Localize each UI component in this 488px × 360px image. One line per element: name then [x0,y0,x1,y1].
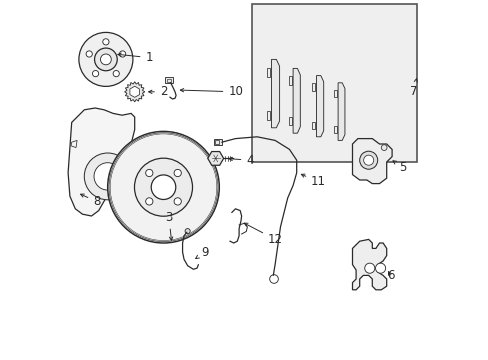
Text: 2: 2 [148,85,167,98]
Text: 8: 8 [81,194,101,208]
Circle shape [381,145,386,150]
Circle shape [119,51,125,57]
Bar [165,77,173,83]
Circle shape [185,229,190,234]
Circle shape [364,263,374,273]
Polygon shape [130,86,139,97]
Circle shape [94,48,117,71]
Text: 5: 5 [392,161,406,174]
Polygon shape [68,108,134,216]
Circle shape [134,158,192,216]
Circle shape [86,51,92,57]
Bar [213,139,222,145]
Circle shape [363,155,373,165]
Circle shape [101,54,111,65]
Circle shape [107,131,219,243]
Circle shape [84,153,131,200]
Polygon shape [271,59,279,128]
Circle shape [79,32,133,86]
Text: 3: 3 [165,211,172,240]
Circle shape [174,169,181,177]
Bar [251,4,416,162]
Bar [167,79,171,82]
Circle shape [94,163,121,190]
Text: 9: 9 [195,246,208,258]
Circle shape [145,198,153,205]
Text: 11: 11 [301,174,325,188]
Text: 1: 1 [118,51,153,64]
Circle shape [359,151,377,169]
Text: 7: 7 [409,79,417,98]
Polygon shape [352,239,386,290]
Bar [215,140,218,144]
Text: 10: 10 [180,85,243,98]
Circle shape [174,198,181,205]
Circle shape [113,71,119,77]
Polygon shape [207,152,223,165]
Text: 6: 6 [386,269,393,282]
Circle shape [102,39,109,45]
Circle shape [145,169,153,177]
Circle shape [92,71,99,77]
Circle shape [151,175,175,199]
Text: 12: 12 [244,223,283,246]
Polygon shape [124,82,144,102]
Polygon shape [316,76,323,137]
Polygon shape [352,139,391,184]
Polygon shape [292,68,300,133]
Text: 4: 4 [228,154,253,167]
Circle shape [375,263,385,273]
Polygon shape [337,83,344,140]
